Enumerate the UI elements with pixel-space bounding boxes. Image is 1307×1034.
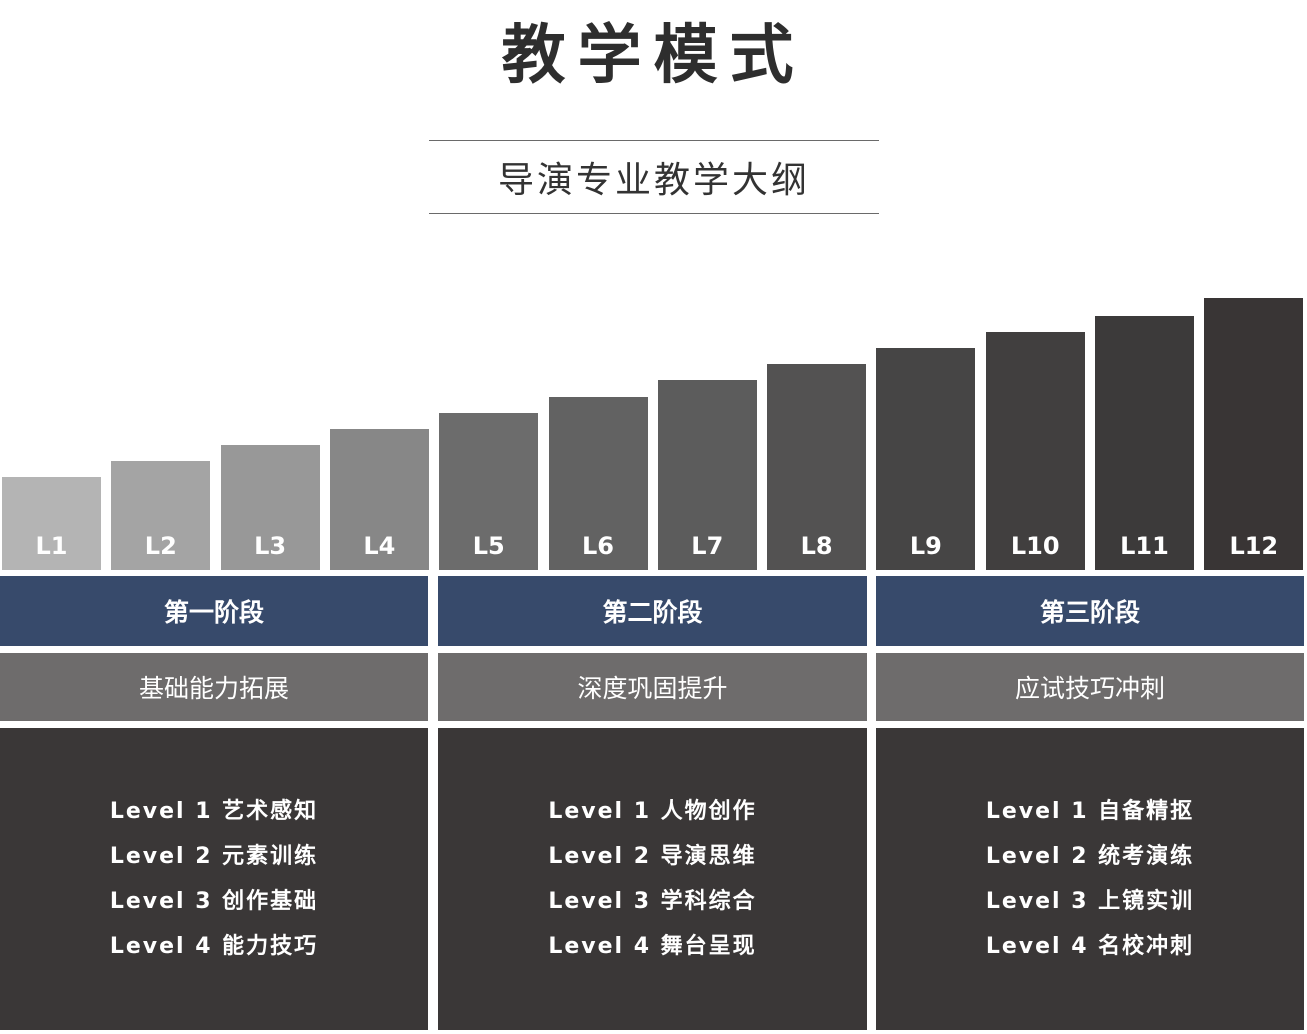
stage-1-level-4: Level 4 能力技巧 — [109, 934, 319, 959]
level-bar-l1: L1 — [2, 477, 101, 570]
level-bar-label: L1 — [35, 532, 68, 560]
page-subtitle: 导演专业教学大纲 — [497, 160, 810, 201]
stage-2-name: 第二阶段 — [602, 598, 703, 627]
level-bar-label: L10 — [1010, 532, 1060, 560]
level-bar-l2: L2 — [111, 460, 211, 570]
stage-3-focus: 应试技巧冲刺 — [876, 653, 1304, 721]
level-bar-label: L3 — [254, 532, 287, 560]
level-bar-l3: L3 — [220, 444, 320, 570]
level-bar-label: L5 — [472, 532, 505, 560]
stage-1-name: 第一阶段 — [163, 598, 264, 627]
level-bar-l11: L11 — [1095, 316, 1194, 570]
level-bar-l6: L6 — [548, 396, 648, 570]
stage-2-level-2: Level 2 导演思维 — [548, 844, 757, 869]
stage-3-level-4: Level 4 名校冲刺 — [985, 934, 1195, 959]
stage-3-level-3: Level 3 上镜实训 — [985, 889, 1195, 914]
stage-3-focus-label: 应试技巧冲刺 — [1014, 674, 1165, 703]
level-bar-label: L4 — [363, 532, 396, 560]
stage-2-level-4: Level 4 舞台呈现 — [548, 934, 757, 959]
page-title: 教学模式 — [501, 19, 806, 93]
stage-2-focus-label: 深度巩固提升 — [577, 674, 728, 703]
stage-2-focus: 深度巩固提升 — [438, 653, 867, 721]
level-bar-label: L6 — [582, 532, 614, 560]
level-bar-l8: L8 — [767, 364, 867, 570]
level-bar-l5: L5 — [439, 412, 539, 570]
level-bar-label: L7 — [691, 532, 724, 560]
level-bar-l12: L12 — [1204, 297, 1304, 570]
stage-3-levels: Level 1 自备精抠 Level 2 统考演练 Level 3 上镜实训 L… — [876, 728, 1304, 1030]
level-bar-l4: L4 — [329, 428, 429, 570]
stage-2-level-3: Level 3 学科综合 — [548, 889, 757, 914]
level-bar-l7: L7 — [657, 380, 757, 570]
level-bar-l10: L10 — [985, 332, 1085, 570]
level-bar-l9: L9 — [876, 348, 976, 570]
level-bar-label: L9 — [909, 532, 942, 560]
stage-1-focus-label: 基础能力拓展 — [138, 674, 289, 703]
stage-1-levels: Level 1 艺术感知 Level 2 元素训练 Level 3 创作基础 L… — [0, 728, 428, 1030]
level-bar-label: L11 — [1120, 532, 1169, 560]
stage-1-focus: 基础能力拓展 — [0, 653, 428, 721]
stage-1-header: 第一阶段 — [0, 576, 428, 646]
level-bar-label: L8 — [800, 532, 833, 560]
stage-3-name: 第三阶段 — [1039, 598, 1140, 627]
stage-1-level-3: Level 3 创作基础 — [109, 889, 319, 914]
stage-1-level-1: Level 1 艺术感知 — [109, 799, 319, 824]
stage-3-level-2: Level 2 统考演练 — [985, 844, 1195, 869]
level-bar-label: L2 — [144, 532, 177, 560]
stage-2-header: 第二阶段 — [438, 576, 867, 646]
stage-1-level-2: Level 2 元素训练 — [109, 844, 319, 869]
stage-3-header: 第三阶段 — [876, 576, 1304, 646]
stage-2-levels: Level 1 人物创作 Level 2 导演思维 Level 3 学科综合 L… — [438, 728, 867, 1030]
level-bar-label: L12 — [1229, 532, 1279, 560]
stage-2-level-1: Level 1 人物创作 — [548, 799, 757, 824]
stage-3-level-1: Level 1 自备精抠 — [985, 799, 1195, 824]
subtitle-frame: 导演专业教学大纲 — [429, 140, 879, 214]
